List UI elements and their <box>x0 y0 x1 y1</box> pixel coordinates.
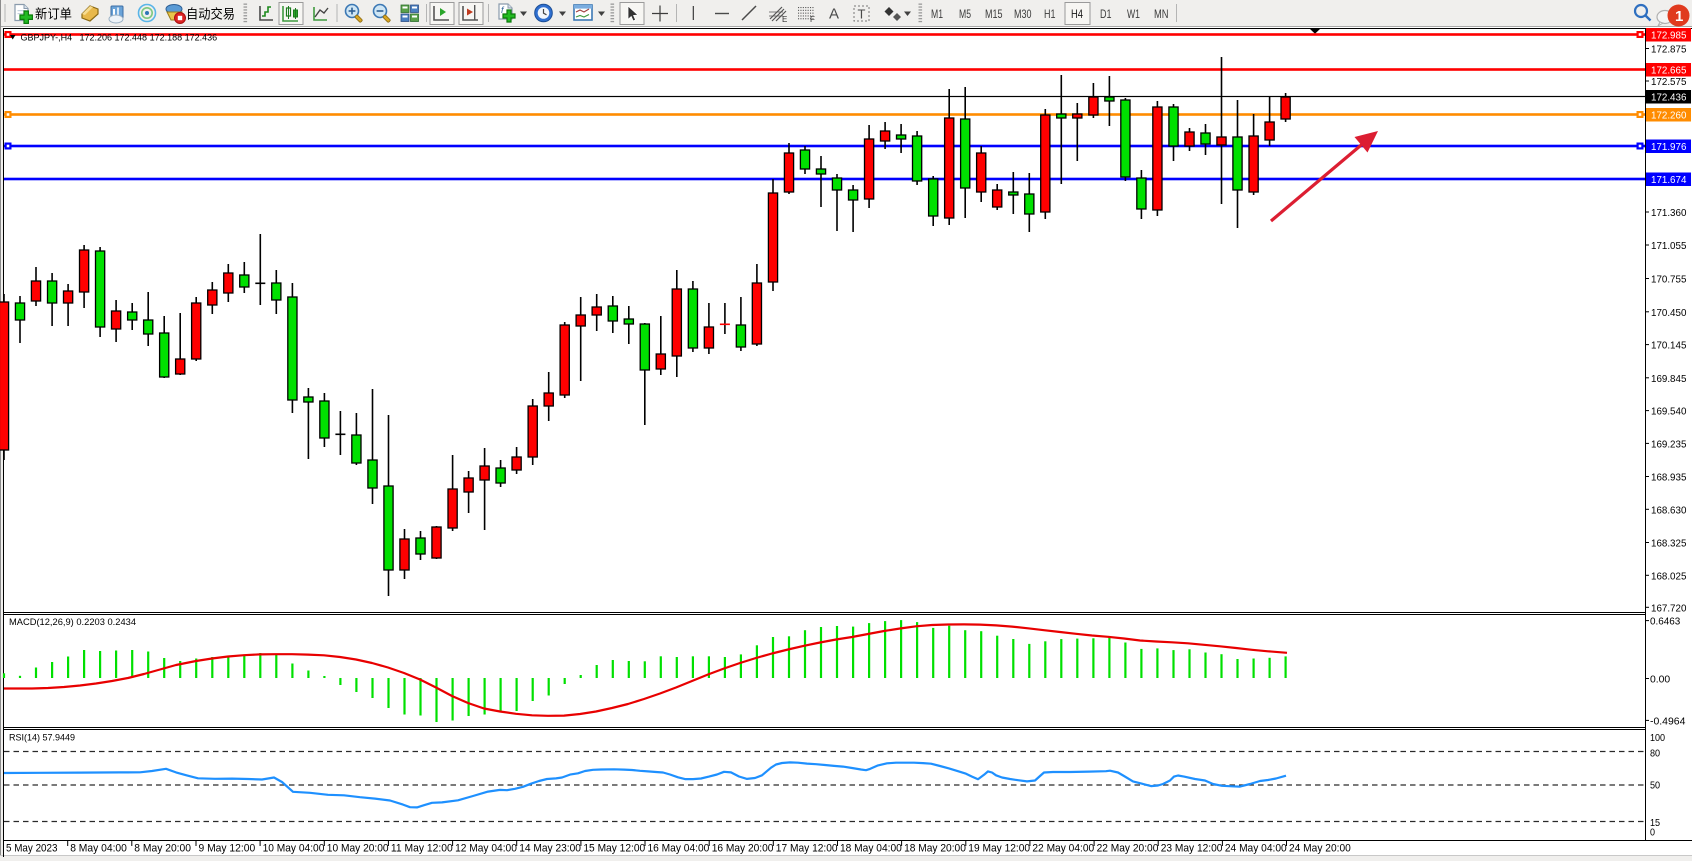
svg-text:10 May 20:00: 10 May 20:00 <box>327 843 389 855</box>
svg-text:10 May 04:00: 10 May 04:00 <box>263 843 325 855</box>
svg-text:E: E <box>782 15 787 24</box>
svg-text:f: f <box>501 5 505 15</box>
svg-text:M30: M30 <box>1014 7 1032 21</box>
svg-text:19 May 12:00: 19 May 12:00 <box>968 843 1030 855</box>
svg-text:172.206 172.448 172.188 172.43: 172.206 172.448 172.188 172.436 <box>80 33 218 43</box>
svg-text:172.436: 172.436 <box>1651 92 1687 104</box>
svg-text:15: 15 <box>1650 817 1660 829</box>
svg-text:11 May 12:00: 11 May 12:00 <box>391 843 453 855</box>
svg-text:170.450: 170.450 <box>1651 307 1687 319</box>
svg-text:5 May 2023: 5 May 2023 <box>6 843 58 855</box>
svg-text:M15: M15 <box>985 7 1003 21</box>
svg-text:D1: D1 <box>1100 7 1112 21</box>
svg-text:169.845: 169.845 <box>1651 373 1687 385</box>
svg-text:12 May 04:00: 12 May 04:00 <box>455 843 517 855</box>
svg-text:18 May 04:00: 18 May 04:00 <box>840 843 902 855</box>
svg-text:172.575: 172.575 <box>1651 76 1687 88</box>
svg-text:0: 0 <box>1650 827 1655 839</box>
svg-text:17 May 12:00: 17 May 12:00 <box>776 843 838 855</box>
svg-text:新订单: 新订单 <box>35 7 72 22</box>
svg-text:80: 80 <box>1650 748 1660 760</box>
svg-text:GBPJPY-,H4: GBPJPY-,H4 <box>21 33 73 43</box>
svg-text:MN: MN <box>1154 7 1169 21</box>
svg-text:MACD(12,26,9) 0.2203 0.2434: MACD(12,26,9) 0.2203 0.2434 <box>9 617 136 627</box>
svg-text:-0.4964: -0.4964 <box>1650 715 1686 727</box>
svg-text:14 May 23:00: 14 May 23:00 <box>519 843 581 855</box>
svg-text:171.055: 171.055 <box>1651 240 1687 252</box>
svg-text:W1: W1 <box>1127 7 1140 21</box>
svg-text:167.720: 167.720 <box>1651 602 1687 614</box>
svg-text:22 May 20:00: 22 May 20:00 <box>1097 843 1159 855</box>
svg-text:M1: M1 <box>931 7 943 21</box>
svg-text:168.935: 168.935 <box>1651 472 1687 484</box>
svg-text:171.360: 171.360 <box>1651 207 1687 219</box>
svg-text:8 May 04:00: 8 May 04:00 <box>70 843 127 855</box>
svg-text:18 May 20:00: 18 May 20:00 <box>904 843 966 855</box>
svg-text:F: F <box>810 15 815 24</box>
svg-text:16 May 20:00: 16 May 20:00 <box>712 843 774 855</box>
svg-text:T: T <box>858 7 866 22</box>
svg-text:172.985: 172.985 <box>1651 30 1687 42</box>
svg-text:RSI(14) 57.9449: RSI(14) 57.9449 <box>9 733 75 743</box>
svg-text:A: A <box>829 6 839 23</box>
svg-text:171.976: 171.976 <box>1651 141 1687 153</box>
svg-text:24 May 04:00: 24 May 04:00 <box>1225 843 1287 855</box>
svg-text:169.540: 169.540 <box>1651 406 1687 418</box>
svg-text:170.145: 170.145 <box>1651 340 1687 352</box>
svg-text:100: 100 <box>1650 732 1665 744</box>
svg-text:24 May 20:00: 24 May 20:00 <box>1289 843 1351 855</box>
svg-text:H4: H4 <box>1071 7 1083 21</box>
svg-text:0.6463: 0.6463 <box>1650 616 1680 628</box>
svg-text:172.875: 172.875 <box>1651 44 1687 56</box>
svg-text:50: 50 <box>1650 780 1660 792</box>
svg-text:9 May 12:00: 9 May 12:00 <box>199 843 256 855</box>
svg-text:171.674: 171.674 <box>1651 174 1687 186</box>
svg-text:172.665: 172.665 <box>1651 65 1687 77</box>
svg-text:1: 1 <box>1675 8 1683 25</box>
svg-text:172.260: 172.260 <box>1651 110 1687 122</box>
svg-text:170.755: 170.755 <box>1651 274 1687 286</box>
svg-text:16 May 04:00: 16 May 04:00 <box>648 843 710 855</box>
svg-text:M5: M5 <box>959 7 971 21</box>
svg-text:15 May 12:00: 15 May 12:00 <box>583 843 645 855</box>
svg-text:168.025: 168.025 <box>1651 570 1687 582</box>
svg-text:169.235: 169.235 <box>1651 438 1687 450</box>
svg-text:0.00: 0.00 <box>1650 674 1670 686</box>
svg-text:22 May 04:00: 22 May 04:00 <box>1032 843 1094 855</box>
svg-text:168.630: 168.630 <box>1651 504 1687 516</box>
svg-text:8 May 20:00: 8 May 20:00 <box>134 843 191 855</box>
svg-text:H1: H1 <box>1044 7 1056 21</box>
svg-text:23 May 12:00: 23 May 12:00 <box>1161 843 1223 855</box>
svg-text:168.325: 168.325 <box>1651 538 1687 550</box>
svg-text:自动交易: 自动交易 <box>186 7 235 22</box>
